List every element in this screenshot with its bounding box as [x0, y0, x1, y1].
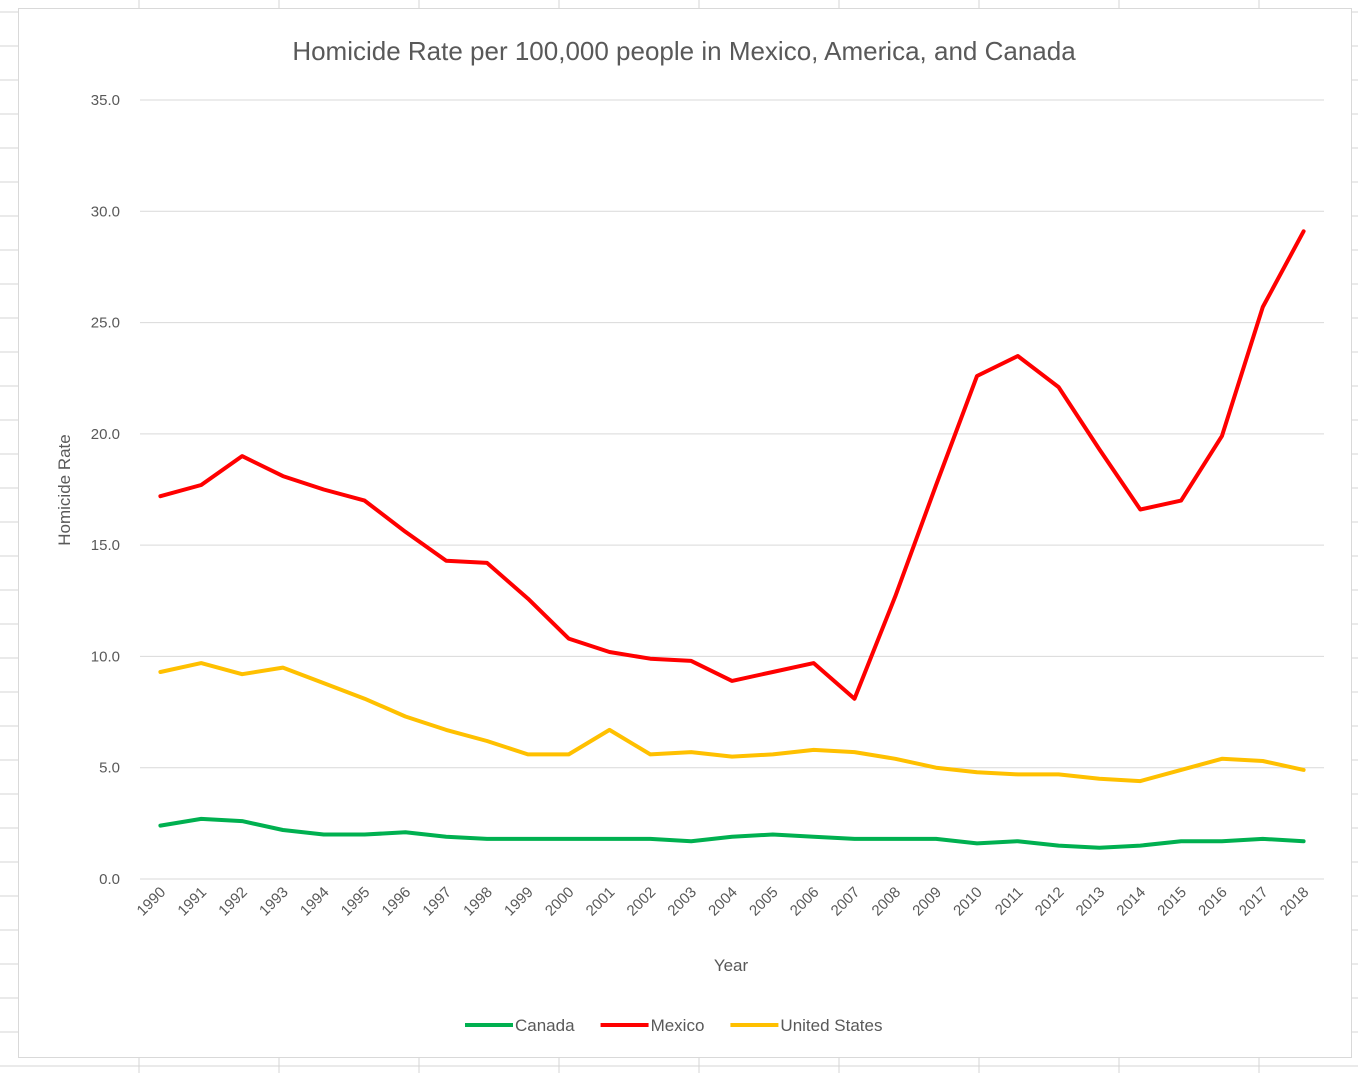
x-tick-label: 2014 — [1113, 884, 1149, 920]
y-tick-label: 15.0 — [91, 537, 120, 554]
x-tick-label: 2016 — [1195, 884, 1231, 920]
x-tick-label: 1995 — [338, 884, 374, 920]
series-line-mexico — [158, 229, 1306, 701]
x-tick-label: 1998 — [460, 884, 496, 920]
x-tick-label: 1994 — [297, 884, 333, 920]
x-tick-label: 2001 — [583, 884, 619, 920]
x-tick-label: 2007 — [828, 884, 864, 920]
line-chart: 0.05.010.015.020.025.030.035.0 1990 1991 1… — [55, 36, 1324, 1035]
x-axis-title: Year — [714, 956, 749, 975]
legend-label: United States — [780, 1016, 882, 1035]
y-tick-label: 35.0 — [91, 92, 120, 109]
x-tick-label: 1999 — [501, 884, 537, 920]
series-lines — [158, 229, 1306, 850]
legend-label: Canada — [515, 1016, 575, 1035]
legend: Canada Mexico United States — [465, 1016, 882, 1035]
y-tick-label: 0.0 — [99, 871, 120, 888]
x-tick-label: 1993 — [256, 884, 292, 920]
series-line-united-states — [158, 661, 1306, 784]
x-tick-label: 1991 — [174, 884, 210, 920]
x-tick-label: 1992 — [215, 884, 251, 920]
x-tick-label: 2008 — [869, 884, 905, 920]
gridlines — [140, 99, 1324, 880]
y-tick-label: 25.0 — [91, 315, 120, 332]
x-tick-label: 2000 — [542, 884, 578, 920]
x-tick-label: 2006 — [787, 884, 823, 920]
x-tick-label: 2005 — [746, 884, 782, 920]
x-tick-label: 2010 — [950, 884, 986, 920]
y-tick-label: 10.0 — [91, 648, 120, 665]
x-tick-label: 2018 — [1277, 884, 1313, 920]
x-tick-label: 2015 — [1154, 884, 1190, 920]
y-tick-label: 5.0 — [99, 760, 120, 777]
x-axis-ticks: 1990 1991 1992 1993 1994 1995 1996 1997 1998 1999… — [134, 884, 1313, 920]
x-tick-label: 2011 — [992, 884, 1027, 919]
x-tick-label: 1996 — [379, 884, 415, 920]
chart-frame[interactable]: 0.0 5.0 10.0 15.0 20.0 25.0 30.0 35.0 1990 1991 1… — [18, 8, 1352, 1058]
x-tick-label: 1990 — [134, 884, 170, 920]
x-tick-label: 2003 — [664, 884, 700, 920]
y-axis-ticks: 0.0 5.0 10.0 15.0 20.0 25.0 30.0 35.0 — [91, 92, 120, 888]
x-tick-label: 2013 — [1073, 884, 1109, 920]
x-tick-label: 1997 — [419, 884, 455, 920]
x-tick-label: 2012 — [1032, 884, 1068, 920]
legend-label: Mexico — [651, 1016, 705, 1035]
series-line-canada — [158, 816, 1306, 850]
y-tick-label: 30.0 — [91, 203, 120, 220]
chart-title: Homicide Rate per 100,000 people in Mexi… — [292, 36, 1076, 66]
x-tick-label: 2017 — [1236, 884, 1272, 920]
x-tick-label: 2004 — [705, 884, 741, 920]
y-axis-title: Homicide Rate — [55, 434, 74, 546]
x-tick-label: 2009 — [909, 884, 945, 920]
y-tick-label: 20.0 — [91, 426, 120, 443]
x-tick-label: 2002 — [624, 884, 660, 920]
